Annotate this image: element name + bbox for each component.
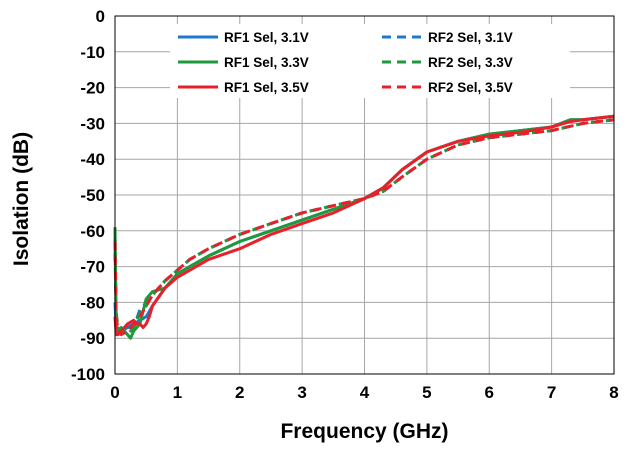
series-line-3 <box>113 114 615 340</box>
series-line-5 <box>113 114 615 337</box>
legend-label-2: RF2 Sel, 3.1V <box>428 30 513 45</box>
y-tick-label: -70 <box>80 258 105 277</box>
y-tick-label: -50 <box>80 186 105 205</box>
x-tick-label: 4 <box>360 383 370 402</box>
legend-label-1: RF1 Sel, 3.1V <box>224 30 309 45</box>
plot-frame <box>114 15 615 375</box>
x-tick-label: 2 <box>235 383 244 402</box>
x-tick-label: 0 <box>110 383 119 402</box>
legend: RF1 Sel, 3.1V RF2 Sel, 3.1V RF1 Sel, 3.3V R… <box>178 30 513 95</box>
y-tick-label: -90 <box>80 329 105 348</box>
y-tick-label: -20 <box>80 79 105 98</box>
y-tick-label: 0 <box>96 7 105 26</box>
data-series <box>113 114 615 340</box>
x-tick-label: 6 <box>485 383 494 402</box>
series-line-6 <box>113 118 615 337</box>
x-axis-title: Frequency (GHz) <box>280 420 448 443</box>
x-tick-label: 7 <box>547 383 556 402</box>
legend-label-5: RF1 Sel, 3.5V <box>224 80 309 95</box>
legend-label-4: RF2 Sel, 3.3V <box>428 55 513 70</box>
legend-label-6: RF2 Sel, 3.5V <box>428 80 513 95</box>
x-tick-label: 3 <box>297 383 306 402</box>
legend-label-3: RF1 Sel, 3.3V <box>224 55 309 70</box>
y-tick-label: -60 <box>80 222 105 241</box>
x-tick-label: 1 <box>173 383 182 402</box>
y-tick-label: -100 <box>71 365 105 384</box>
y-axis-title: Isolation (dB) <box>10 132 33 266</box>
tick-labels: 0 1 2 3 4 5 6 7 8 0 -10 -20 -30 -40 -50 -60 -70 -80 -90 -10… <box>71 7 619 402</box>
x-tick-label: 8 <box>609 383 618 402</box>
legend-background <box>170 24 570 98</box>
y-tick-label: -30 <box>80 114 105 133</box>
x-tick-label: 5 <box>422 383 431 402</box>
y-tick-label: -40 <box>80 150 105 169</box>
y-tick-label: -10 <box>80 43 105 62</box>
y-tick-label: -80 <box>80 293 105 312</box>
